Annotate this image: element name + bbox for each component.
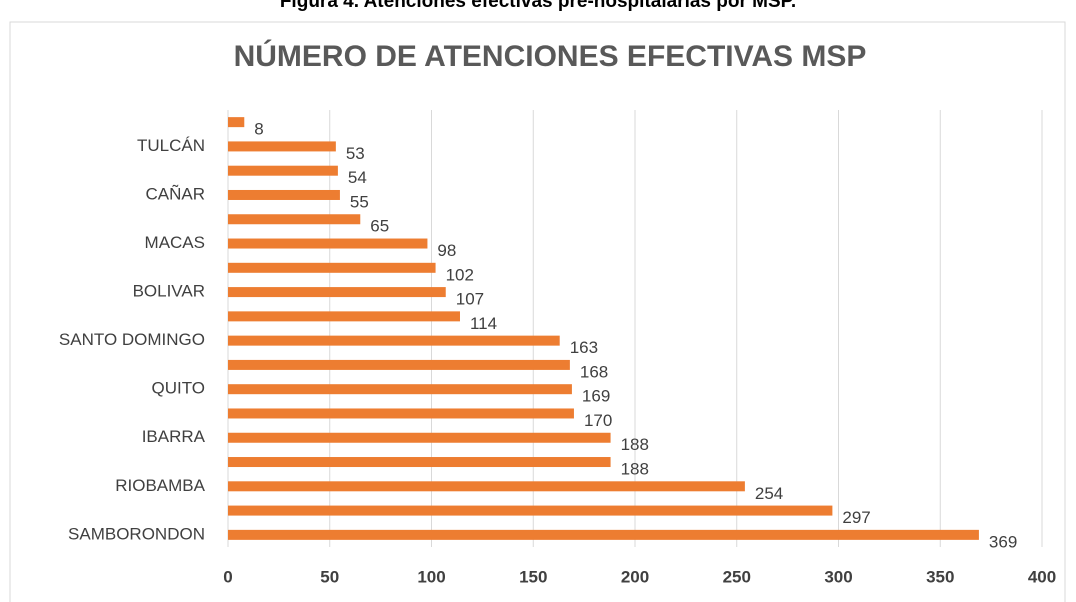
data-label: 254 [755, 484, 783, 503]
x-tick-label: 250 [723, 567, 751, 586]
data-label: 188 [621, 435, 649, 454]
y-tick-label: MACAS [145, 233, 205, 252]
bar [228, 165, 338, 176]
data-label: 107 [456, 290, 484, 309]
bar [228, 262, 436, 273]
data-label: 55 [350, 192, 369, 211]
data-label: 65 [370, 217, 389, 236]
x-tick-label: 200 [621, 567, 649, 586]
bar [228, 457, 611, 468]
y-tick-label: SANTO DOMINGO [59, 330, 205, 349]
chart-frame [9, 21, 1066, 602]
y-tick-label: CAÑAR [145, 184, 205, 203]
x-tick-label: 400 [1028, 567, 1056, 586]
bar [228, 214, 361, 225]
bar [228, 287, 446, 298]
data-label: 369 [989, 532, 1017, 551]
bar [228, 335, 560, 346]
y-tick-label: QUITO [151, 379, 205, 398]
y-tick-label: SAMBORONDON [68, 524, 205, 543]
y-tick-label: IBARRA [142, 427, 206, 446]
bar [228, 384, 572, 395]
bar [228, 238, 428, 249]
y-tick-label: BOLIVAR [133, 282, 205, 301]
bar [228, 529, 979, 540]
data-label: 297 [842, 508, 870, 527]
x-tick-label: 0 [223, 567, 232, 586]
y-tick-label: RIOBAMBA [115, 476, 205, 495]
figure-caption: Figura 4. Atenciones efectivas pre-hospi… [280, 0, 796, 12]
data-label: 114 [470, 314, 497, 333]
data-label: 102 [446, 265, 474, 284]
data-label: 8 [254, 120, 263, 139]
bar [228, 481, 745, 492]
data-label: 188 [621, 460, 649, 479]
bar [228, 505, 833, 516]
x-tick-label: 350 [926, 567, 954, 586]
bar [228, 311, 460, 322]
data-label: 168 [580, 362, 608, 381]
bar [228, 408, 574, 419]
data-label: 98 [437, 241, 456, 260]
data-label: 54 [348, 168, 367, 187]
y-tick-label: TULCÁN [137, 136, 205, 155]
x-tick-label: 300 [824, 567, 852, 586]
bar [228, 189, 340, 200]
data-label: 53 [346, 144, 365, 163]
x-tick-label: 100 [417, 567, 445, 586]
data-label: 169 [582, 387, 610, 406]
x-tick-label: 150 [519, 567, 547, 586]
bar [228, 432, 611, 443]
data-label: 163 [570, 338, 598, 357]
data-label: 170 [584, 411, 612, 430]
bar [228, 141, 336, 152]
chart-title: NÚMERO DE ATENCIONES EFECTIVAS MSP [234, 39, 867, 73]
bar [228, 117, 245, 128]
bar [228, 359, 570, 370]
x-tick-label: 50 [320, 567, 339, 586]
